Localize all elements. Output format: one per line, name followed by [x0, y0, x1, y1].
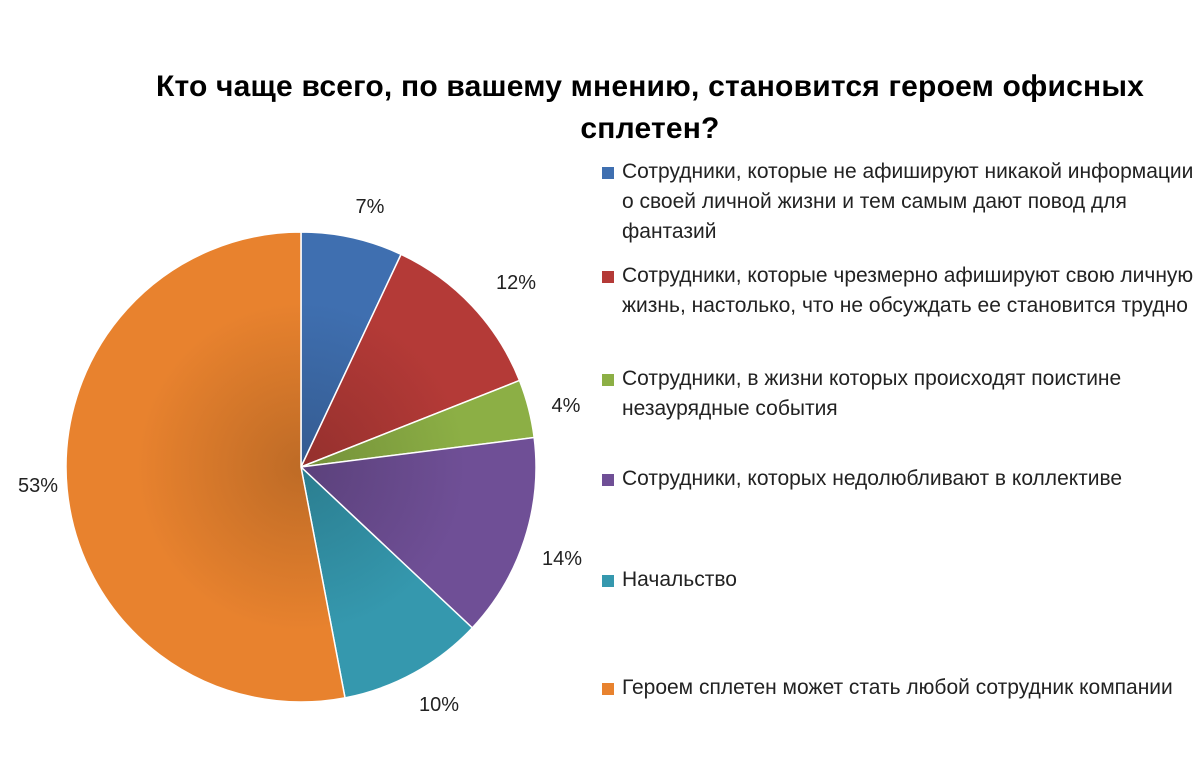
data-label-disliked: 14%: [542, 548, 582, 570]
data-label-overshare: 12%: [496, 272, 536, 294]
data-label-management: 10%: [419, 694, 459, 716]
legend-swatch-undisclosed: [602, 167, 614, 179]
legend-item-management: Начальство: [602, 565, 1194, 595]
legend-swatch-disliked: [602, 474, 614, 486]
legend-label-events: Сотрудники, в жизни которых происходят п…: [622, 367, 1122, 420]
legend-label-disliked: Сотрудники, которых недолюбливают в колл…: [622, 467, 1123, 490]
legend-swatch-anyone: [602, 683, 614, 695]
legend-label-anyone: Героем сплетен может стать любой сотрудн…: [622, 676, 1173, 699]
legend-item-anyone: Героем сплетен может стать любой сотрудн…: [602, 673, 1194, 703]
legend-item-undisclosed: Сотрудники, которые не афишируют никакой…: [602, 157, 1194, 247]
legend-label-undisclosed: Сотрудники, которые не афишируют никакой…: [622, 160, 1194, 243]
data-label-events: 4%: [552, 395, 581, 417]
legend-label-management: Начальство: [622, 568, 737, 591]
legend-item-disliked: Сотрудники, которых недолюбливают в колл…: [602, 464, 1194, 494]
pie-slice-anyone: [65, 231, 346, 703]
data-label-undisclosed: 7%: [356, 196, 385, 218]
legend-item-events: Сотрудники, в жизни которых происходят п…: [602, 364, 1194, 424]
pie-slice-management: [299, 464, 474, 699]
legend-swatch-overshare: [602, 271, 614, 283]
legend-swatch-management: [602, 575, 614, 587]
legend-label-overshare: Сотрудники, которые чрезмерно афишируют …: [622, 264, 1194, 317]
pie-slice-undisclosed: [300, 231, 403, 468]
pie-slice-overshare: [299, 253, 521, 469]
legend-swatch-events: [602, 374, 614, 386]
legend-item-overshare: Сотрудники, которые чрезмерно афишируют …: [602, 261, 1194, 321]
chart-title: Кто чаще всего, по вашему мнению, станов…: [155, 70, 1145, 145]
pie-slice-disliked: [299, 436, 537, 629]
data-label-anyone: 53%: [18, 475, 58, 497]
